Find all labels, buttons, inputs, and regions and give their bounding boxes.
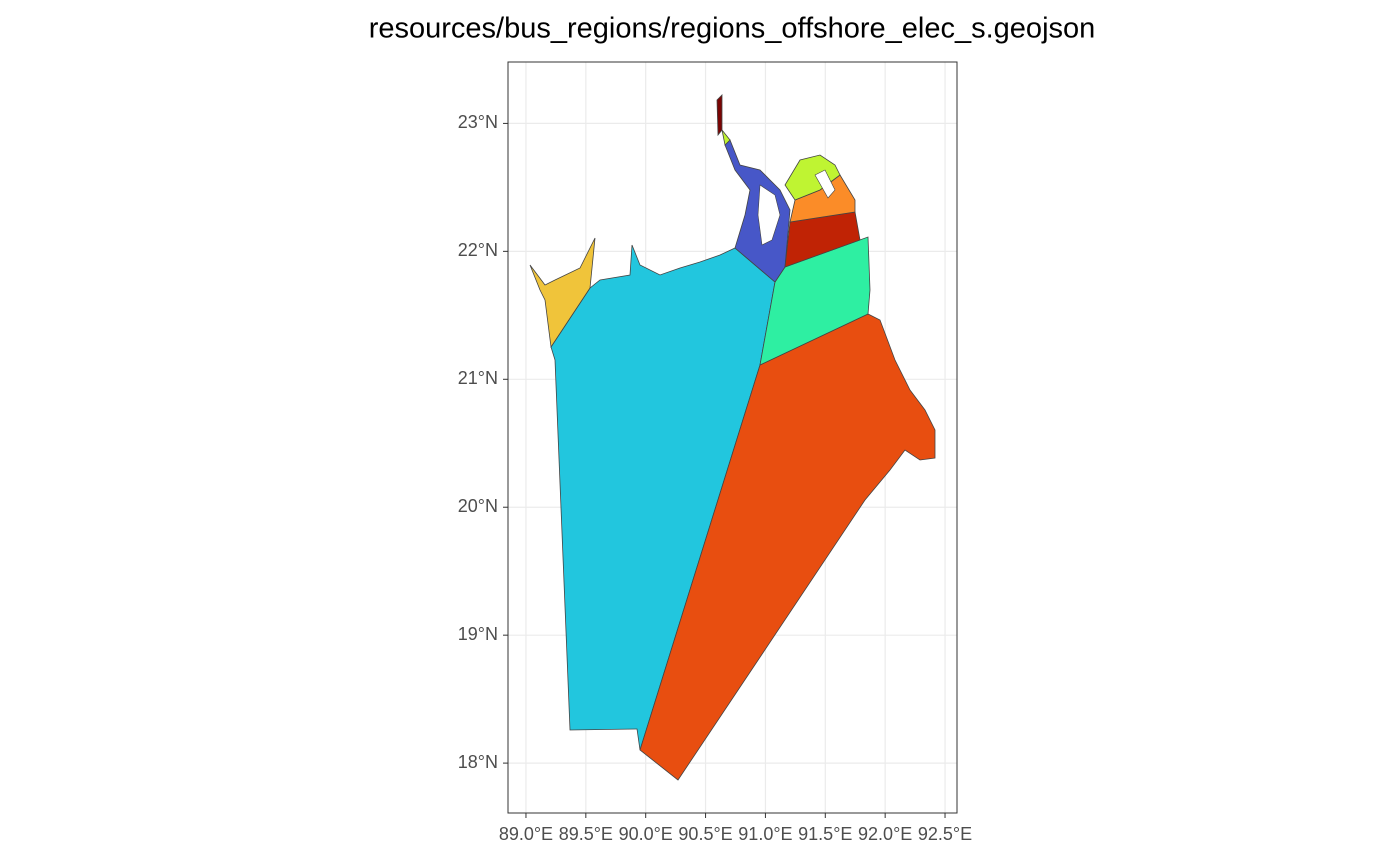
x-tick-label: 92.5°E xyxy=(918,824,972,844)
x-tick-label: 91.0°E xyxy=(738,824,792,844)
axes: 89.0°E 89.5°E 90.0°E 90.5°E 91.0°E 91.5°E 92.0… xyxy=(458,112,972,844)
region xyxy=(550,244,776,751)
x-tick-label: 92.0°E xyxy=(858,824,912,844)
chart-title: resources/bus_regions/regions_offshore_e… xyxy=(369,13,1096,45)
x-tick-label: 89.0°E xyxy=(499,824,553,844)
region xyxy=(639,313,936,781)
island xyxy=(814,169,836,199)
x-tick-label: 90.0°E xyxy=(619,824,673,844)
y-tick-label: 19°N xyxy=(458,624,498,644)
y-tick-label: 21°N xyxy=(458,368,498,388)
y-tick-label: 20°N xyxy=(458,496,498,516)
x-tick-label: 91.5°E xyxy=(798,824,852,844)
region xyxy=(529,237,596,349)
region xyxy=(721,129,731,146)
regions xyxy=(529,94,936,781)
island xyxy=(757,184,781,246)
x-tick-label: 89.5°E xyxy=(559,824,613,844)
x-tick-label: 90.5°E xyxy=(678,824,732,844)
region xyxy=(716,94,723,137)
y-tick-label: 23°N xyxy=(458,112,498,132)
y-tick-label: 22°N xyxy=(458,240,498,260)
panel-border xyxy=(507,61,958,814)
y-tick-label: 18°N xyxy=(458,752,498,772)
